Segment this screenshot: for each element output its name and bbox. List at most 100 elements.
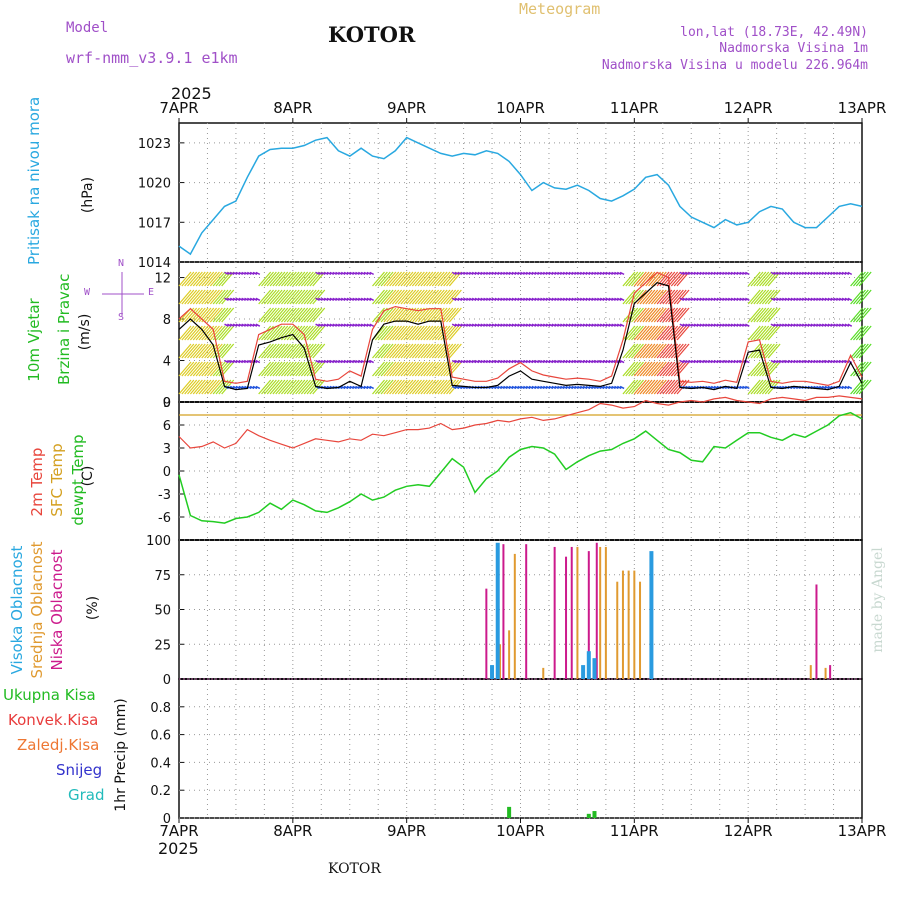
wind-barb	[659, 325, 673, 341]
wind-barb	[650, 289, 664, 305]
wind-barb	[560, 323, 565, 327]
wind-barb	[189, 361, 203, 377]
wind-barb	[503, 385, 508, 390]
wind-barb	[261, 361, 274, 377]
wind-barb	[565, 297, 571, 301]
wind-barb	[744, 385, 750, 390]
wind-barb	[858, 289, 872, 305]
wind-barb	[448, 325, 462, 341]
wind-barb	[289, 307, 303, 323]
wind-barb	[340, 385, 346, 390]
wind-barb	[414, 289, 428, 305]
wind-barb	[761, 379, 775, 395]
legend-snow: Snijeg	[56, 761, 103, 779]
y-tick-label-temp: -3	[158, 488, 171, 503]
wind-barb	[283, 361, 297, 377]
wind-barb	[258, 325, 272, 341]
wind-barb	[645, 361, 659, 377]
wind-barb	[451, 323, 457, 327]
wind-barb	[269, 325, 283, 341]
wind-barb	[440, 379, 454, 395]
wind-barb	[409, 379, 422, 395]
wind-barb	[460, 359, 466, 364]
wind-barb	[756, 307, 770, 323]
wind-barb	[320, 323, 326, 327]
wind-barb	[360, 385, 366, 390]
high-cloud-bar	[495, 542, 500, 679]
wind-barb	[679, 323, 685, 327]
wind-barb	[505, 359, 511, 364]
wind-barb	[184, 307, 198, 323]
wind-barb	[779, 271, 784, 276]
wind-barb	[781, 359, 787, 364]
wind-barb	[468, 271, 474, 276]
wind-barb	[739, 271, 744, 276]
year-label-bottom: 2025	[158, 839, 199, 858]
wind-barb	[232, 297, 238, 301]
wind-barb	[474, 359, 480, 364]
wind-barb	[730, 271, 736, 276]
wind-barb	[263, 307, 277, 323]
wind-barb	[215, 289, 229, 305]
wind-barb	[540, 297, 545, 301]
wind-barb	[585, 359, 591, 364]
wind-barb	[332, 297, 338, 301]
wind-barb	[232, 385, 238, 390]
wind-barb	[366, 297, 372, 301]
wind-barb	[400, 289, 414, 305]
low-cloud-bar	[587, 551, 590, 679]
wind-barb	[534, 385, 540, 390]
wind-barb	[807, 297, 813, 301]
wind-barb	[255, 323, 261, 327]
wind-barb	[693, 297, 699, 301]
wind-barb	[426, 307, 440, 323]
wind-barb	[761, 289, 775, 305]
wind-barb	[318, 297, 323, 301]
wind-barb	[383, 343, 397, 359]
wind-barb	[184, 289, 198, 305]
wind-barb	[517, 323, 522, 327]
wind-barb	[471, 359, 477, 364]
y-tick-label-temp: 3	[163, 442, 171, 457]
wind-barb	[614, 297, 619, 301]
wind-barb	[858, 379, 872, 395]
wind-barb	[417, 343, 431, 359]
wind-barb	[229, 385, 235, 390]
wind-barb	[710, 323, 716, 327]
y-tick-label-temp: 9	[163, 396, 171, 411]
wind-barb	[804, 271, 810, 276]
wind-barb	[189, 271, 203, 287]
wind-barb	[594, 271, 599, 276]
wind-barb	[207, 289, 220, 305]
wind-barb	[591, 359, 596, 364]
wind-barb	[750, 289, 764, 305]
wind-barb	[377, 379, 391, 395]
wind-barb	[853, 271, 866, 287]
wind-barb	[488, 297, 494, 301]
wind-barb	[187, 289, 200, 305]
wind-barb	[298, 271, 311, 287]
mid-cloud-bar	[499, 644, 502, 679]
wind-barb	[508, 359, 514, 364]
legend-hail: Grad	[68, 786, 105, 804]
wind-barb	[639, 343, 653, 359]
lonlat-label: lon,lat (18.73E, 42.49N)	[680, 25, 868, 40]
wind-barb	[833, 323, 838, 327]
wind-barb	[318, 359, 323, 364]
wind-barb	[602, 359, 608, 364]
wind-barb	[679, 271, 685, 276]
wind-barb	[534, 323, 540, 327]
wind-barb	[628, 379, 642, 395]
wind-barb	[187, 343, 200, 359]
wind-barb	[414, 379, 428, 395]
wind-barb	[725, 359, 730, 364]
wind-barb	[744, 323, 750, 327]
wind-barb	[204, 289, 218, 305]
wind-barb	[534, 297, 540, 301]
wind-barb	[548, 271, 554, 276]
wind-barb	[372, 343, 385, 359]
wind-barb	[303, 289, 317, 305]
wind-barb	[628, 343, 642, 359]
wind-barb	[474, 323, 480, 327]
wind-barb	[665, 271, 679, 287]
